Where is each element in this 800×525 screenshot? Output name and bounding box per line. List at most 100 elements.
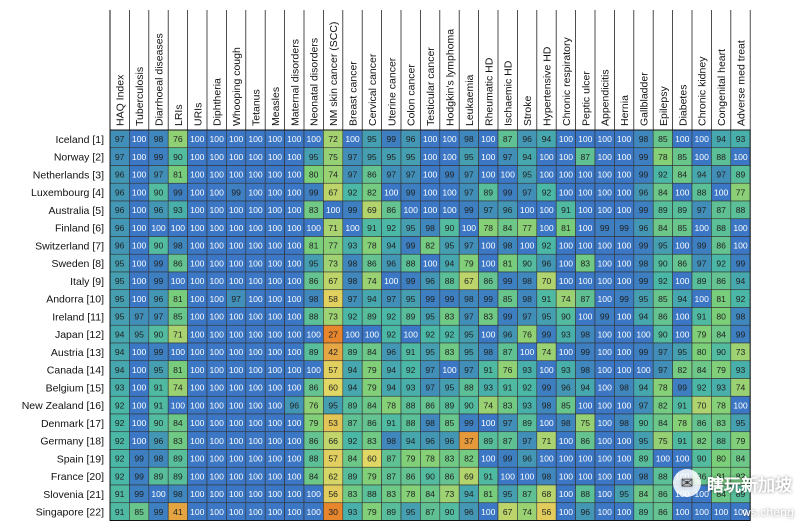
cell-value: 97 <box>387 170 397 180</box>
cell-value: 88 <box>697 187 707 197</box>
column-label: Uterine cancer <box>386 57 398 126</box>
cell-value: 92 <box>115 418 125 428</box>
cell-value: 96 <box>154 436 164 446</box>
cell-value: 90 <box>658 329 668 339</box>
column-label: Hypertensive HD <box>542 46 554 126</box>
cell-value: 99 <box>619 223 629 233</box>
cell-value: 100 <box>636 329 651 339</box>
cell-value: 85 <box>678 223 688 233</box>
cell-value: 80 <box>309 170 319 180</box>
column-label: Tetanus <box>251 89 263 126</box>
cell-value: 94 <box>348 365 358 375</box>
cell-value: 100 <box>210 436 225 446</box>
cell-value: 86 <box>367 418 377 428</box>
cell-value: 96 <box>503 329 513 339</box>
cell-value: 99 <box>484 294 494 304</box>
cell-value: 96 <box>639 187 649 197</box>
column-label: Gallbladder <box>639 72 651 126</box>
cell-value: 100 <box>210 187 225 197</box>
cell-value: 90 <box>697 454 707 464</box>
cell-value: 100 <box>229 223 244 233</box>
cell-value: 99 <box>581 347 591 357</box>
cell-value: 100 <box>190 187 205 197</box>
cell-value: 92 <box>348 312 358 322</box>
cell-value: 84 <box>736 454 746 464</box>
cell-value: 99 <box>134 454 144 464</box>
cell-value: 90 <box>522 258 532 268</box>
cell-value: 94 <box>542 134 552 144</box>
cell-value: 84 <box>503 223 513 233</box>
cell-value: 100 <box>675 454 690 464</box>
cell-value: 96 <box>154 205 164 215</box>
cell-value: 100 <box>578 223 593 233</box>
cell-value: 98 <box>154 134 164 144</box>
cell-value: 87 <box>387 454 397 464</box>
cell-value: 100 <box>210 489 225 499</box>
cell-value: 100 <box>287 241 302 251</box>
cell-value: 89 <box>173 471 183 481</box>
cell-value: 77 <box>522 223 532 233</box>
cell-value: 100 <box>190 329 205 339</box>
cell-value: 92 <box>387 312 397 322</box>
cell-value: 100 <box>210 241 225 251</box>
cell-value: 87 <box>503 134 513 144</box>
column-label: Peptic ulcer <box>580 71 592 126</box>
cell-value: 100 <box>248 276 263 286</box>
cell-value: 100 <box>268 365 283 375</box>
cell-value: 84 <box>309 471 319 481</box>
cell-value: 88 <box>309 312 319 322</box>
cell-value: 100 <box>617 329 632 339</box>
cell-value: 95 <box>406 152 416 162</box>
cell-value: 100 <box>695 294 710 304</box>
cell-value: 100 <box>442 152 457 162</box>
cell-value: 100 <box>190 436 205 446</box>
cell-value: 100 <box>365 329 380 339</box>
cell-value: 95 <box>678 347 688 357</box>
cell-value: 100 <box>229 329 244 339</box>
cell-value: 100 <box>229 312 244 322</box>
row-label: Austria [13] <box>51 347 104 359</box>
cell-value: 81 <box>309 241 319 251</box>
cell-value: 90 <box>154 187 164 197</box>
cell-value: 100 <box>287 471 302 481</box>
cell-value: 78 <box>658 383 668 393</box>
cell-value: 91 <box>154 400 164 410</box>
cell-value: 100 <box>210 205 225 215</box>
cell-value: 94 <box>464 489 474 499</box>
cell-value: 95 <box>639 294 649 304</box>
column-label: URIs <box>192 103 204 126</box>
cell-value: 100 <box>442 187 457 197</box>
cell-value: 95 <box>367 152 377 162</box>
cell-value: 83 <box>581 258 591 268</box>
cell-value: 100 <box>132 418 147 428</box>
cell-value: 100 <box>307 223 322 233</box>
cell-value: 100 <box>190 152 205 162</box>
cell-value: 86 <box>406 471 416 481</box>
cell-value: 100 <box>190 347 205 357</box>
cell-value: 100 <box>287 329 302 339</box>
cell-value: 97 <box>154 312 164 322</box>
cell-value: 87 <box>503 347 513 357</box>
cell-value: 79 <box>367 365 377 375</box>
cell-value: 100 <box>539 418 554 428</box>
cell-value: 100 <box>268 134 283 144</box>
column-label: Neonatal disorders <box>309 38 321 126</box>
column-label: Colon cancer <box>406 64 418 126</box>
cell-value: 100 <box>598 294 613 304</box>
column-label: Adverse med treat <box>736 40 748 126</box>
cell-value: 86 <box>367 258 377 268</box>
cell-value: 100 <box>617 258 632 268</box>
cell-value: 100 <box>598 276 613 286</box>
cell-value: 92 <box>348 187 358 197</box>
cell-value: 98 <box>464 134 474 144</box>
cell-value: 98 <box>581 365 591 375</box>
cell-value: 100 <box>229 258 244 268</box>
cell-value: 76 <box>503 365 513 375</box>
cell-value: 100 <box>229 400 244 410</box>
cell-value: 100 <box>617 400 632 410</box>
cell-value: 86 <box>678 258 688 268</box>
cell-value: 73 <box>328 312 338 322</box>
cell-value: 100 <box>248 258 263 268</box>
cell-value: 88 <box>406 400 416 410</box>
cell-value: 96 <box>464 507 474 517</box>
